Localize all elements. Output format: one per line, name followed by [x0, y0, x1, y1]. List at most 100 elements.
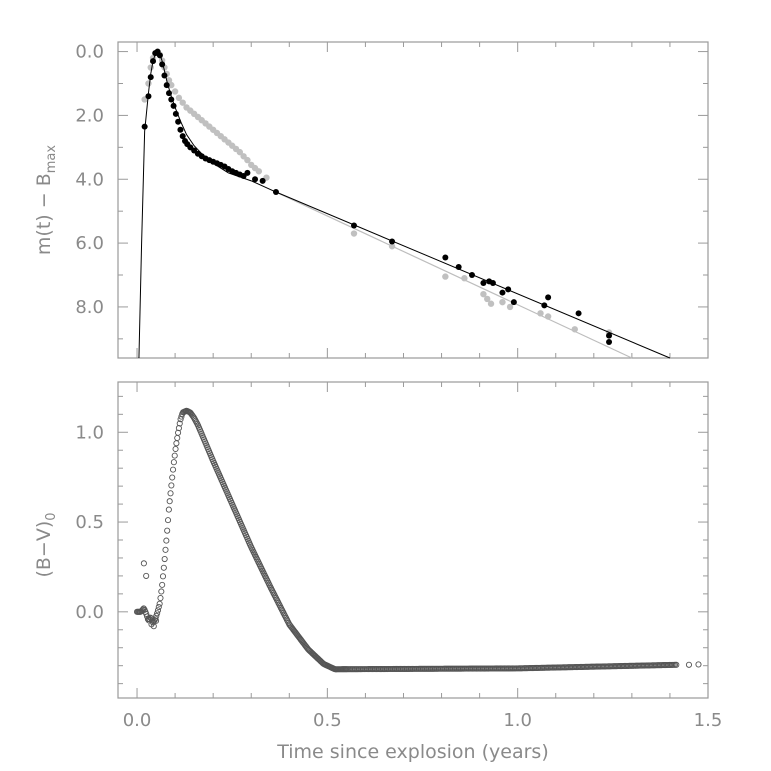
data-point-open	[156, 600, 163, 607]
data-point-black	[259, 177, 266, 184]
y-tick-label-top: 8.0	[75, 297, 104, 318]
data-point-open	[165, 506, 172, 513]
data-point-open	[174, 434, 181, 442]
data-point-black	[177, 126, 184, 133]
y-axis-title-top-main: m(t) − B	[33, 173, 55, 255]
data-point-open	[177, 416, 184, 423]
plot-frame-top	[117, 41, 709, 359]
data-point-black	[272, 189, 279, 196]
data-point-gray	[506, 303, 514, 311]
data-point-open	[162, 546, 169, 553]
data-point-gray	[236, 148, 244, 156]
y-axis-title-bottom-main: (B−V)	[33, 521, 55, 578]
data-point-black	[545, 294, 552, 301]
data-point-open	[695, 661, 702, 668]
data-point-open	[139, 607, 146, 614]
tick-labels-bottom: 0.0 0.5 1.0 1.5 0.0 0.5 1.0	[75, 422, 722, 731]
data-point-gray	[388, 243, 396, 250]
data-point-open	[158, 588, 165, 595]
data-point-open	[161, 555, 168, 563]
y-tick-label-bottom: 1.0	[75, 422, 104, 443]
data-point-black	[163, 82, 170, 89]
tick-marks-bottom	[118, 382, 709, 698]
y-tick-label-bottom: 0.0	[75, 602, 104, 623]
y-axis-title-top: m(t) − Bmax	[33, 145, 59, 255]
data-point-gray	[179, 99, 186, 106]
data-point-gray	[461, 275, 468, 282]
data-point-gray	[499, 298, 506, 306]
y-tick-label-bottom: 0.5	[75, 512, 104, 533]
data-point-gray	[147, 64, 154, 71]
data-point-open	[160, 564, 167, 571]
data-point-black	[389, 238, 396, 245]
data-point-gray	[175, 94, 183, 102]
data-point-open	[159, 573, 167, 580]
data-point-black	[252, 176, 259, 183]
data-point-black	[179, 133, 186, 140]
data-point-open	[164, 517, 172, 524]
data-point-gray	[484, 295, 491, 303]
data-point-black	[175, 118, 182, 125]
data-point-black	[161, 72, 168, 79]
data-point-black	[606, 332, 613, 339]
panel-magnitude: 0.0 2.0 4.0 6.0 8.0 m(t) − Bmax	[33, 41, 709, 359]
tick-labels-top: 0.0 2.0 4.0 6.0 8.0	[75, 42, 104, 318]
fit-line-black	[138, 50, 671, 359]
y-axis-title-bottom-sub: 0	[44, 512, 59, 520]
data-point-open	[145, 615, 152, 623]
data-point-gray	[255, 168, 263, 175]
data-point-black	[480, 279, 487, 286]
data-point-open	[685, 661, 693, 668]
data-point-black	[606, 339, 613, 346]
data-point-gray	[487, 300, 495, 307]
y-tick-label-top: 4.0	[75, 169, 104, 190]
data-point-open	[143, 572, 150, 579]
data-point-black	[489, 279, 496, 286]
data-point-gray	[171, 88, 179, 95]
data-point-open	[154, 607, 162, 614]
data-point-black	[156, 52, 163, 59]
data-point-black	[159, 61, 166, 68]
data-point-open	[168, 482, 175, 489]
data-point-black	[499, 289, 506, 296]
data-point-black	[541, 302, 548, 309]
data-point-open	[164, 527, 171, 534]
x-tick-label: 0.0	[123, 710, 152, 731]
x-tick-label: 1.5	[694, 710, 723, 731]
data-point-open	[169, 466, 177, 473]
data-point-gray	[350, 230, 358, 237]
y-tick-label-top: 0.0	[75, 42, 104, 63]
data-point-open	[155, 603, 162, 611]
data-point-black	[141, 123, 148, 130]
data-point-open	[157, 595, 164, 602]
data-point-black	[166, 90, 173, 97]
data-point-open	[150, 623, 157, 630]
data-point-open	[170, 459, 177, 466]
data-point-black	[351, 222, 357, 229]
data-point-black	[145, 93, 152, 100]
data-point-black	[172, 110, 179, 117]
data-point-open	[167, 490, 174, 497]
y-tick-label-top: 2.0	[75, 105, 104, 126]
x-axis-title: Time since explosion (years)	[276, 741, 549, 763]
data-point-black	[244, 169, 251, 176]
data-point-black	[168, 96, 175, 103]
tick-marks-top	[118, 42, 709, 358]
data-point-open	[172, 445, 179, 453]
data-point-black	[505, 286, 512, 293]
x-tick-label: 1.0	[503, 710, 532, 731]
data-point-gray	[544, 313, 552, 320]
data-point-black	[575, 310, 582, 317]
data-point-open	[153, 617, 160, 624]
data-point-black	[469, 272, 475, 279]
data-point-gray	[442, 273, 449, 280]
data-point-black	[442, 254, 449, 261]
data-point-black	[150, 58, 157, 65]
y-axis-title-bottom: (B−V)0	[33, 512, 59, 577]
series-bottom	[133, 407, 702, 673]
data-point-open	[175, 425, 182, 432]
data-point-gray	[537, 310, 544, 317]
y-tick-label-top: 6.0	[75, 233, 104, 254]
data-point-open	[169, 474, 176, 481]
